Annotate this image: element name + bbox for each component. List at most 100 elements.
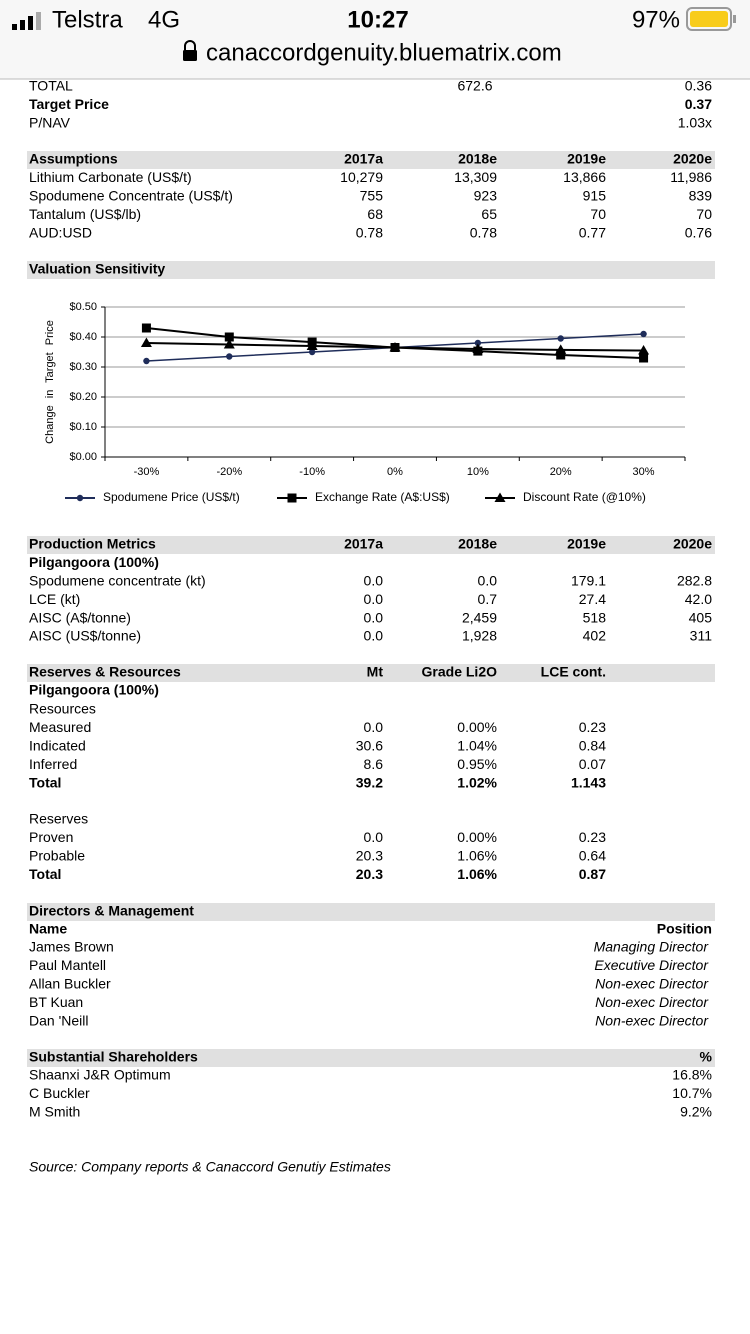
row-value: 0.00% (457, 829, 497, 845)
row-value: 0.77 (579, 224, 606, 240)
row-value: 1.06% (457, 848, 497, 864)
y-tick-label: $0.50 (69, 301, 97, 313)
point (143, 357, 150, 365)
y-tick-label: $0.30 (69, 361, 97, 373)
row-label: Inferred (29, 756, 77, 772)
legend-marker (76, 494, 84, 502)
shareholder-pct: 10.7% (672, 1085, 712, 1101)
row-value: 1.04% (457, 738, 497, 754)
battery-percent: 97% (632, 6, 680, 33)
director-name: BT Kuan (29, 994, 83, 1010)
row-value: 0.23 (579, 719, 606, 735)
total-value: 1.06% (457, 866, 497, 882)
section-title: Reserves & Resources (29, 664, 181, 680)
source-note: Source: Company reports & Canaccord Genu… (29, 1159, 391, 1175)
row-value: 518 (583, 609, 607, 625)
row-label: Measured (29, 719, 91, 735)
clock: 10:27 (347, 6, 408, 33)
row-value: 0.76 (685, 224, 712, 240)
director-position: Non-exec Director (595, 976, 709, 992)
column-header: LCE cont. (541, 664, 606, 680)
x-tick-label: -30% (134, 466, 160, 478)
column-header: 2020e (673, 536, 712, 552)
subheading: Pilgangoora (100%) (29, 554, 159, 570)
total-value: 1.02% (457, 774, 497, 790)
director-position: Managing Director (594, 939, 710, 955)
row-value: 65 (481, 206, 497, 222)
legend-label: Exchange Rate (A$:US$) (315, 490, 450, 504)
column-header: 2019e (567, 151, 606, 167)
point (226, 353, 233, 360)
row-value: 0.0 (364, 609, 384, 625)
point (308, 348, 316, 356)
column-header: Grade Li2O (422, 664, 498, 680)
group-label: Reserves (29, 811, 88, 827)
section-title: Production Metrics (29, 536, 156, 552)
group-label: Resources (29, 701, 96, 717)
row-value: 2,459 (462, 609, 497, 625)
total-label: Total (29, 866, 61, 882)
row-value: 70 (696, 206, 712, 222)
x-tick-label: 30% (633, 466, 655, 478)
point (140, 337, 152, 347)
y-tick-label: $0.40 (69, 331, 97, 343)
row-value: 755 (360, 188, 384, 204)
shareholder-pct: 9.2% (680, 1104, 712, 1120)
row-value: 0.37 (685, 96, 712, 112)
row-value: 405 (689, 609, 713, 625)
section-title: Assumptions (29, 151, 118, 167)
point (306, 340, 318, 350)
url[interactable]: canaccordgenuity.bluematrix.com (206, 39, 562, 66)
column-header: % (700, 1049, 713, 1065)
browser-header (0, 0, 750, 79)
x-tick-label: -20% (216, 466, 242, 478)
row-value: 11,986 (670, 169, 712, 185)
row-value: 0.0 (364, 591, 384, 607)
row-value: 282.8 (677, 573, 712, 589)
row-value: 70 (590, 206, 606, 222)
total-value: 39.2 (356, 774, 383, 790)
row-value: 0.0 (478, 573, 498, 589)
section-title: Directors & Management (29, 903, 194, 919)
row-label: P/NAV (29, 115, 71, 131)
shareholder-name: M Smith (29, 1104, 80, 1120)
shareholder-name: C Buckler (29, 1085, 90, 1101)
y-tick-label: $0.10 (69, 421, 97, 433)
row-value: 13,309 (454, 169, 497, 185)
column-header: 2018e (458, 151, 497, 167)
section-title: Substantial Shareholders (29, 1049, 198, 1065)
shareholder-name: Shaanxi J&R Optimum (29, 1067, 171, 1083)
point (557, 335, 564, 342)
section-bar (27, 151, 715, 169)
row-value: 0.84 (579, 738, 606, 754)
point (555, 344, 567, 354)
column-header: 2018e (458, 536, 497, 552)
director-position: Executive Director (594, 957, 709, 973)
row-label: AISC (A$/tonne) (29, 609, 131, 625)
total-value: 1.143 (571, 774, 606, 790)
row-value: 0.36 (685, 78, 712, 94)
row-value: 0.64 (579, 848, 606, 864)
row-value: 0.23 (579, 829, 606, 845)
row-label: Probable (29, 848, 85, 864)
total-value: 20.3 (356, 866, 383, 882)
row-value: 0.7 (478, 591, 498, 607)
network: 4G (148, 6, 180, 33)
column-header: 2017a (344, 536, 383, 552)
row-value: 1.03x (678, 115, 712, 131)
y-tick-label: $0.00 (69, 451, 97, 463)
carrier: Telstra (52, 6, 123, 33)
row-value: 30.6 (356, 738, 383, 754)
row-value: 0.00% (457, 719, 497, 735)
point (638, 345, 650, 355)
row-value: 0.78 (470, 224, 497, 240)
director-name: James Brown (29, 939, 114, 955)
y-axis-label: Change in Target Price (44, 320, 56, 444)
row-value: 0.95% (457, 756, 497, 772)
row-label: Proven (29, 829, 73, 845)
point (224, 332, 234, 342)
row-value: 672.6 (457, 78, 492, 94)
column-header: Mt (367, 664, 384, 680)
row-value: 20.3 (356, 848, 383, 864)
